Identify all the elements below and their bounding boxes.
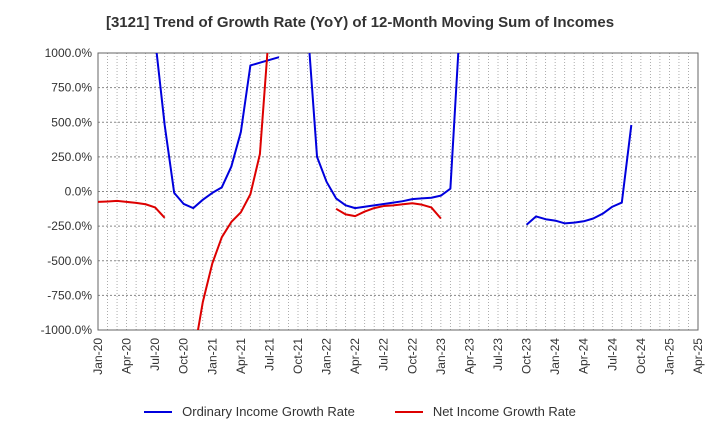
series-line-segment [335,202,442,220]
x-tick-label: Jul-24 [605,338,619,371]
x-tick-label: Oct-20 [177,338,191,374]
legend-item-ordinary: Ordinary Income Growth Rate [144,404,355,419]
y-tick-label: 500.0% [51,115,92,129]
x-tick-label: Oct-21 [291,338,305,374]
x-tick-label: Jul-23 [491,338,505,371]
x-tick-label: Jan-24 [548,338,562,375]
chart-title: [3121] Trend of Growth Rate (YoY) of 12-… [105,14,615,31]
series-ordinary-income [155,53,633,226]
y-tick-label: 1000.0% [45,46,93,60]
legend-swatch-net [394,410,423,413]
series-line-segment [155,53,280,210]
legend-swatch-ordinary [144,410,173,413]
x-tick-label: Apr-24 [577,338,591,374]
x-tick-label: Apr-25 [691,338,705,374]
y-tick-label: 750.0% [51,81,92,95]
series-net-income [98,53,442,330]
x-tick-label: Apr-21 [234,338,248,374]
series-line-segment [525,124,633,226]
x-tick-label: Jan-20 [91,338,105,375]
x-tick-label: Oct-24 [634,338,648,374]
y-tick-label: -500.0% [47,254,92,268]
series-line-segment [308,53,460,210]
y-tick-label: -250.0% [47,219,92,233]
x-tick-label: Jan-22 [320,338,334,375]
x-tick-label: Jan-21 [205,338,219,375]
x-tick-label: Oct-22 [405,338,419,374]
series-line-segment [98,199,166,219]
legend-item-net: Net Income Growth Rate [394,404,576,419]
x-tick-label: Jul-21 [262,338,276,371]
legend-label-ordinary: Ordinary Income Growth Rate [182,404,355,419]
x-tick-label: Jul-22 [377,338,391,371]
x-tick-label: Jan-23 [434,338,448,375]
x-tick-label: Apr-22 [348,338,362,374]
legend-label-net: Net Income Growth Rate [432,404,576,419]
x-tick-label: Jul-20 [148,338,162,371]
legend: Ordinary Income Growth Rate Net Income G… [0,404,720,419]
plot-frame [97,52,699,331]
y-tick-label: -1000.0% [41,323,93,337]
series-line-segment [196,53,269,330]
x-tick-label: Apr-20 [120,338,134,374]
x-tick-label: Oct-23 [520,338,534,374]
x-tick-label: Apr-23 [462,338,476,374]
y-tick-label: -750.0% [47,288,92,302]
x-tick-label: Jan-25 [662,338,676,375]
y-tick-label: 0.0% [65,185,93,199]
y-tick-label: 250.0% [51,150,92,164]
